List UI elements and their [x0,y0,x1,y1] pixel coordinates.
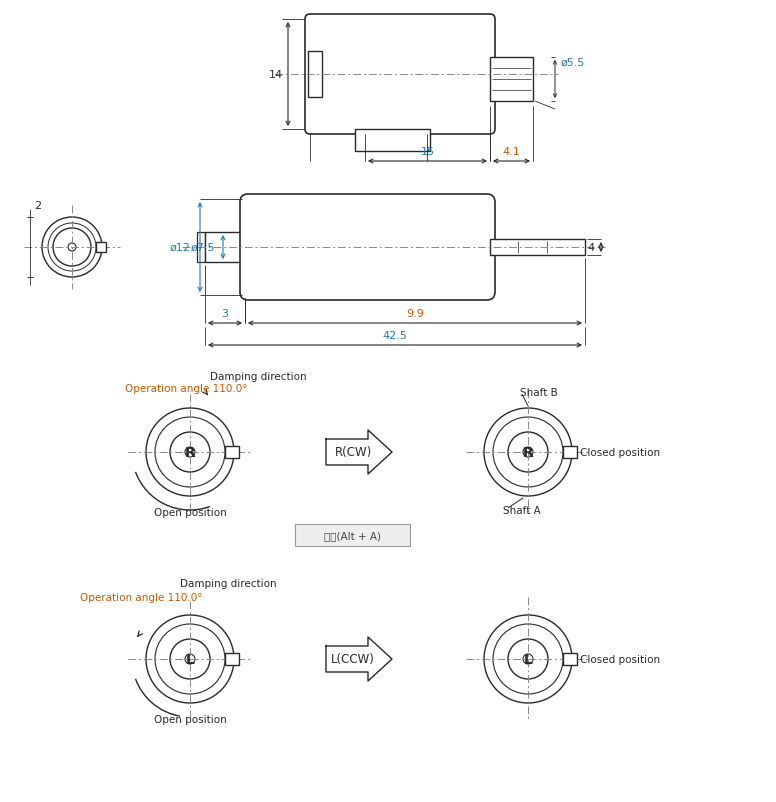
Text: 4: 4 [587,243,594,253]
Text: Damping direction: Damping direction [210,371,307,382]
Circle shape [185,654,195,664]
Bar [225,653,239,665]
Circle shape [508,432,548,472]
Text: Open position: Open position [154,714,227,724]
Text: Closed position: Closed position [580,654,660,664]
Circle shape [484,615,572,703]
Bar [295,525,410,546]
Text: Operation angle 110.0°: Operation angle 110.0° [125,383,248,394]
Text: Closed position: Closed position [580,448,660,457]
Text: 截图(Alt + A): 截图(Alt + A) [324,530,381,541]
Circle shape [508,639,548,679]
Bar [308,52,322,98]
Circle shape [42,217,102,277]
Circle shape [53,229,91,267]
Polygon shape [326,431,392,475]
Circle shape [68,244,76,252]
Text: ø5.5: ø5.5 [561,58,585,68]
Text: R(CW): R(CW) [334,446,372,459]
FancyBboxPatch shape [240,195,495,301]
Circle shape [146,615,234,703]
Text: R: R [185,445,196,460]
Circle shape [484,408,572,496]
Text: Open position: Open position [154,508,227,517]
Circle shape [185,448,195,457]
Bar [563,653,577,665]
Text: R: R [522,445,533,460]
Text: ø12: ø12 [170,243,190,253]
Text: 42.5: 42.5 [383,330,407,341]
Text: Shaft A: Shaft A [503,505,541,516]
Bar [96,243,106,253]
Circle shape [146,408,234,496]
Text: Shaft B: Shaft B [520,387,558,398]
Circle shape [155,624,225,695]
Bar [205,233,245,263]
Bar [355,130,430,152]
Text: 14: 14 [269,70,283,80]
Bar [563,447,577,459]
Text: 4.1: 4.1 [503,147,521,157]
Text: L(CCW): L(CCW) [331,653,375,666]
Circle shape [523,448,533,457]
Text: Damping direction: Damping direction [180,578,276,588]
Text: 3: 3 [221,309,228,318]
FancyBboxPatch shape [305,15,495,135]
Circle shape [48,224,96,272]
Bar [490,240,585,256]
Circle shape [523,654,533,664]
Text: 15: 15 [421,147,435,157]
Bar [197,233,205,263]
Circle shape [155,418,225,488]
Text: L: L [185,652,195,666]
Text: Operation angle 110.0°: Operation angle 110.0° [80,592,203,602]
Circle shape [493,624,563,695]
Circle shape [170,432,210,472]
Text: 2: 2 [34,200,41,211]
Text: 9.9: 9.9 [406,309,424,318]
Bar [490,58,533,102]
Text: L: L [524,652,532,666]
Circle shape [170,639,210,679]
Circle shape [493,418,563,488]
Text: ø7.5: ø7.5 [191,243,215,253]
Polygon shape [326,638,392,681]
Bar [225,447,239,459]
